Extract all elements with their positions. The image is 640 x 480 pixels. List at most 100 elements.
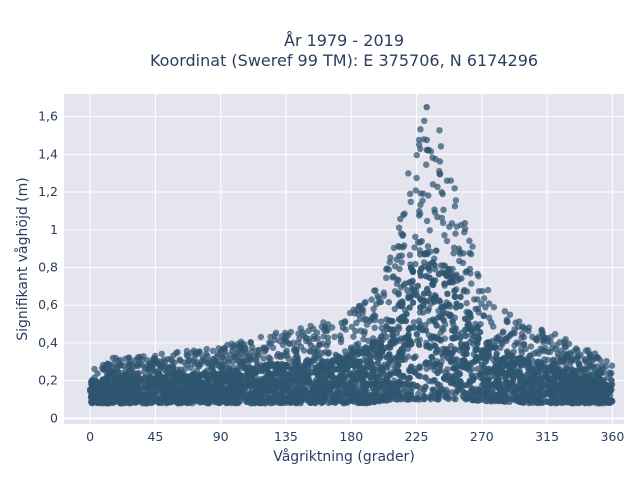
- data-point: [360, 336, 367, 343]
- data-point: [405, 170, 412, 177]
- data-point: [410, 324, 417, 331]
- data-point: [423, 217, 431, 225]
- data-point: [337, 338, 345, 346]
- data-point: [415, 372, 422, 379]
- data-point: [410, 319, 418, 326]
- data-point: [429, 181, 437, 188]
- data-point: [423, 298, 430, 305]
- data-point: [204, 383, 212, 390]
- data-point: [278, 365, 285, 373]
- data-point: [567, 379, 575, 387]
- data-point: [462, 225, 469, 232]
- data-point: [439, 219, 447, 226]
- data-point: [506, 383, 513, 390]
- data-point: [386, 371, 393, 378]
- data-point: [267, 333, 274, 341]
- data-point: [412, 233, 419, 240]
- data-point: [538, 359, 545, 367]
- data-point: [484, 286, 492, 294]
- y-axis-title: Signifikant våghöjd (m): [14, 177, 31, 340]
- data-point: [96, 399, 103, 406]
- data-point: [471, 296, 478, 303]
- data-point: [305, 366, 312, 373]
- data-point: [361, 371, 368, 379]
- x-tick-labels: 0 45 90 135 180 225 270 315 360: [86, 429, 624, 444]
- data-point: [449, 318, 456, 325]
- data-point: [514, 396, 521, 404]
- data-point: [395, 388, 402, 396]
- data-point: [406, 190, 414, 197]
- data-point: [389, 317, 396, 325]
- x-tick-label: 45: [147, 429, 163, 444]
- data-point: [103, 399, 110, 407]
- data-point: [187, 364, 194, 371]
- data-point: [485, 376, 492, 383]
- data-point: [353, 319, 360, 327]
- chart-title: År 1979 - 2019: [284, 31, 404, 50]
- data-point: [167, 387, 174, 394]
- data-point: [276, 380, 284, 388]
- data-point: [318, 363, 326, 370]
- data-point: [474, 270, 481, 278]
- data-point: [299, 329, 306, 336]
- data-point: [445, 265, 452, 273]
- data-point: [296, 335, 303, 342]
- data-point: [135, 387, 142, 394]
- data-point: [405, 331, 412, 338]
- data-point: [574, 383, 581, 390]
- data-point: [491, 394, 498, 402]
- data-point: [414, 395, 421, 402]
- data-point: [547, 339, 554, 346]
- data-point: [341, 373, 349, 380]
- data-point: [243, 352, 250, 359]
- data-point-peak: [423, 104, 430, 111]
- data-point: [451, 287, 458, 295]
- data-point: [163, 377, 170, 384]
- data-point: [225, 356, 232, 363]
- data-point: [450, 395, 457, 402]
- data-point: [395, 291, 402, 298]
- data-point: [390, 389, 397, 396]
- data-point: [474, 324, 481, 331]
- data-point: [278, 398, 285, 405]
- data-point: [306, 399, 314, 406]
- data-point: [562, 336, 569, 343]
- data-point: [531, 366, 538, 373]
- data-point: [518, 334, 525, 341]
- data-point: [409, 268, 417, 275]
- data-point: [483, 397, 490, 405]
- data-point: [472, 356, 480, 363]
- data-point: [191, 355, 198, 362]
- data-point: [134, 361, 142, 368]
- data-point: [535, 389, 542, 396]
- data-point: [344, 398, 351, 405]
- data-point: [191, 361, 199, 368]
- data-point: [463, 381, 470, 389]
- data-point: [413, 331, 421, 338]
- data-point: [267, 340, 275, 347]
- data-point: [212, 397, 219, 404]
- data-point: [320, 333, 327, 340]
- data-point: [459, 259, 467, 267]
- data-point: [497, 396, 504, 403]
- data-point: [526, 376, 533, 384]
- data-point: [451, 380, 458, 388]
- data-point: [577, 367, 585, 374]
- data-point: [472, 346, 479, 353]
- data-point: [435, 271, 443, 278]
- data-point: [150, 382, 157, 389]
- scatter-points: [87, 104, 616, 407]
- data-point: [567, 356, 574, 363]
- data-point: [561, 350, 568, 357]
- data-point: [209, 347, 217, 355]
- data-point: [519, 390, 526, 398]
- data-point: [511, 370, 519, 378]
- data-point: [187, 390, 194, 398]
- data-point: [134, 380, 141, 387]
- data-point: [295, 398, 303, 405]
- data-point: [300, 347, 308, 354]
- data-point: [316, 386, 324, 393]
- data-point: [393, 368, 400, 375]
- data-point: [91, 365, 98, 373]
- data-point: [198, 379, 205, 386]
